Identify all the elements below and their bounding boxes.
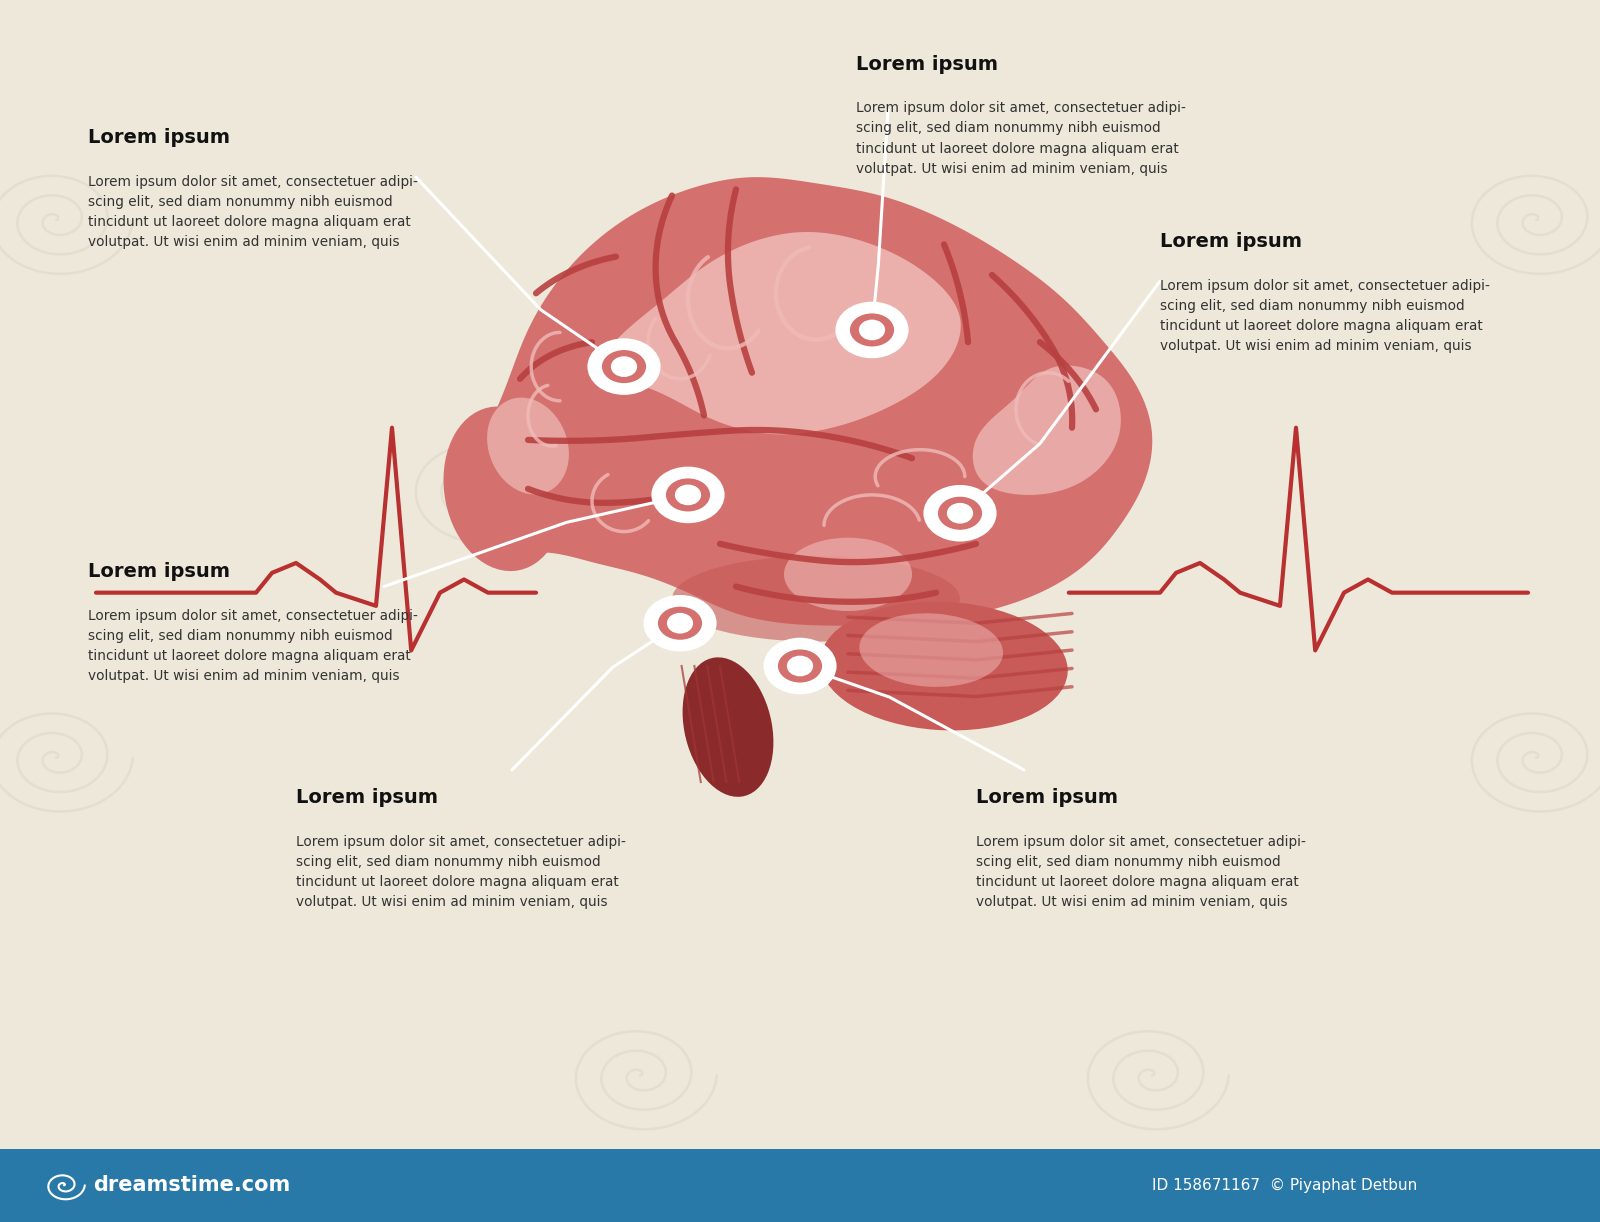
Polygon shape bbox=[606, 232, 960, 434]
Ellipse shape bbox=[443, 407, 565, 571]
Text: Lorem ipsum: Lorem ipsum bbox=[88, 562, 230, 582]
Circle shape bbox=[677, 486, 699, 503]
Text: Lorem ipsum: Lorem ipsum bbox=[88, 128, 230, 148]
Circle shape bbox=[789, 657, 811, 675]
Text: Lorem ipsum: Lorem ipsum bbox=[296, 788, 438, 808]
Text: Lorem ipsum dolor sit amet, consectetuer adipi-
scing elit, sed diam nonummy nib: Lorem ipsum dolor sit amet, consectetuer… bbox=[856, 101, 1186, 176]
Circle shape bbox=[776, 648, 824, 684]
Circle shape bbox=[645, 596, 715, 650]
Circle shape bbox=[848, 312, 896, 348]
Circle shape bbox=[613, 358, 635, 375]
Circle shape bbox=[589, 340, 659, 393]
Ellipse shape bbox=[821, 601, 1067, 731]
Circle shape bbox=[669, 615, 691, 632]
Circle shape bbox=[925, 486, 995, 540]
Circle shape bbox=[656, 605, 704, 642]
Ellipse shape bbox=[672, 556, 960, 642]
Circle shape bbox=[600, 348, 648, 385]
Text: Lorem ipsum: Lorem ipsum bbox=[856, 55, 998, 75]
Ellipse shape bbox=[784, 538, 912, 611]
Text: Lorem ipsum dolor sit amet, consectetuer adipi-
scing elit, sed diam nonummy nib: Lorem ipsum dolor sit amet, consectetuer… bbox=[88, 609, 418, 683]
Ellipse shape bbox=[683, 657, 773, 797]
Ellipse shape bbox=[486, 397, 570, 495]
Text: Lorem ipsum dolor sit amet, consectetuer adipi-
scing elit, sed diam nonummy nib: Lorem ipsum dolor sit amet, consectetuer… bbox=[976, 835, 1306, 909]
Polygon shape bbox=[462, 177, 1152, 626]
Ellipse shape bbox=[859, 613, 1003, 687]
Text: Lorem ipsum: Lorem ipsum bbox=[1160, 232, 1302, 252]
Circle shape bbox=[837, 303, 907, 357]
Text: Lorem ipsum dolor sit amet, consectetuer adipi-
scing elit, sed diam nonummy nib: Lorem ipsum dolor sit amet, consectetuer… bbox=[296, 835, 626, 909]
Circle shape bbox=[861, 321, 883, 338]
Circle shape bbox=[949, 505, 971, 522]
Text: dreamstime.com: dreamstime.com bbox=[93, 1176, 290, 1195]
Circle shape bbox=[765, 639, 835, 693]
Text: ID 158671167  © Piyaphat Detbun: ID 158671167 © Piyaphat Detbun bbox=[1152, 1178, 1418, 1193]
Text: Lorem ipsum: Lorem ipsum bbox=[976, 788, 1118, 808]
Text: Lorem ipsum dolor sit amet, consectetuer adipi-
scing elit, sed diam nonummy nib: Lorem ipsum dolor sit amet, consectetuer… bbox=[88, 175, 418, 249]
Circle shape bbox=[936, 495, 984, 532]
Circle shape bbox=[653, 468, 723, 522]
Circle shape bbox=[664, 477, 712, 513]
Bar bbox=[0, 1149, 1600, 1222]
Polygon shape bbox=[973, 365, 1122, 495]
Text: Lorem ipsum dolor sit amet, consectetuer adipi-
scing elit, sed diam nonummy nib: Lorem ipsum dolor sit amet, consectetuer… bbox=[1160, 279, 1490, 353]
